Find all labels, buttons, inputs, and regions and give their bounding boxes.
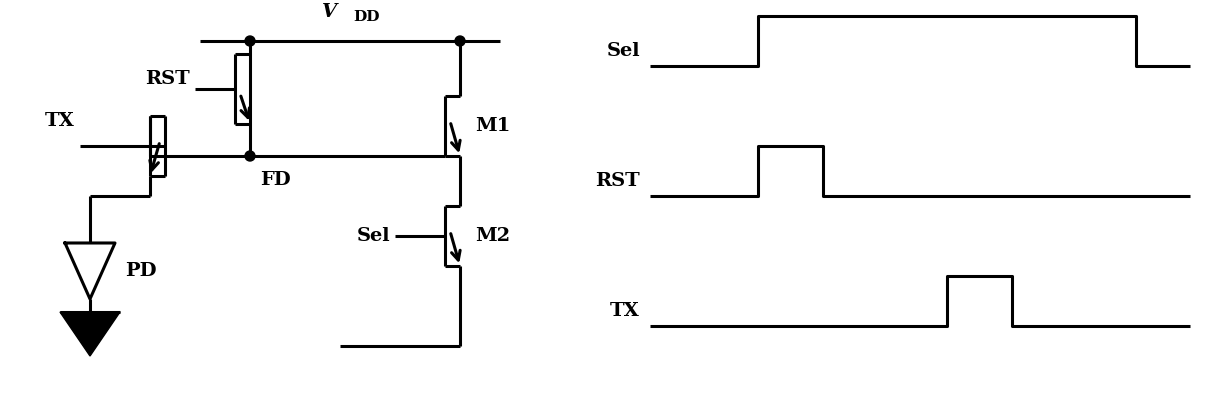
Text: RST: RST — [595, 172, 640, 190]
Text: Sel: Sel — [357, 227, 390, 245]
Text: TX: TX — [45, 112, 75, 130]
Circle shape — [455, 36, 465, 46]
Polygon shape — [60, 312, 120, 356]
Circle shape — [244, 36, 255, 46]
Text: PD: PD — [125, 262, 156, 280]
Text: Sel: Sel — [606, 42, 640, 60]
Polygon shape — [65, 243, 115, 299]
Text: V: V — [322, 3, 338, 21]
Text: FD: FD — [260, 171, 290, 189]
Circle shape — [244, 151, 255, 161]
Text: M2: M2 — [476, 227, 511, 245]
Text: M1: M1 — [476, 117, 511, 135]
Text: DD: DD — [353, 10, 380, 24]
Text: RST: RST — [145, 69, 190, 87]
Text: TX: TX — [610, 302, 640, 320]
